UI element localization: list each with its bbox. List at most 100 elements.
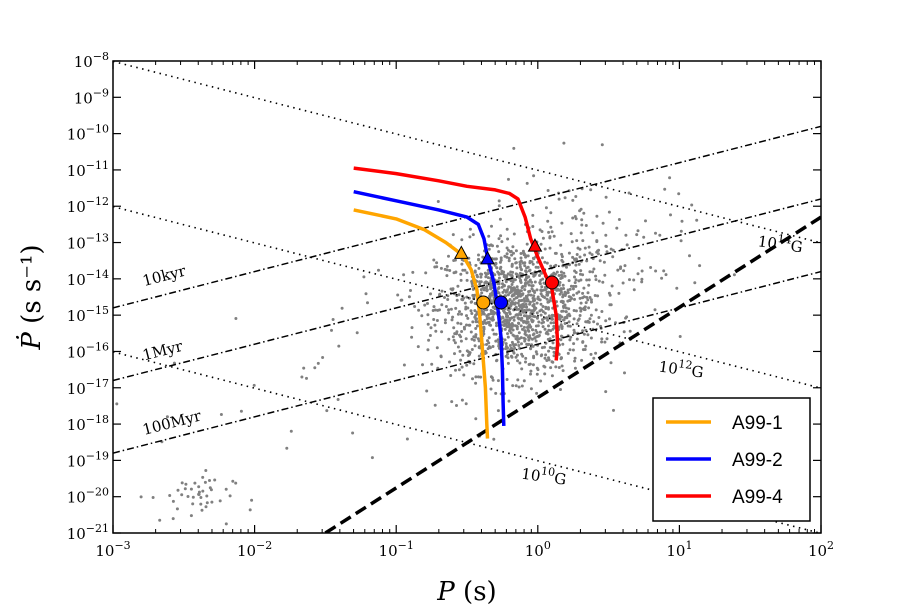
scatter-point — [542, 288, 545, 292]
scatter-point — [549, 211, 553, 215]
scatter-point — [474, 381, 478, 385]
scatter-point — [508, 298, 512, 301]
scatter-point — [458, 310, 461, 314]
scatter-point — [514, 313, 518, 317]
scatter-point — [528, 259, 532, 263]
series-line-A99-1 — [353, 208, 490, 439]
scatter-point — [370, 456, 374, 460]
scatter-point — [624, 233, 628, 237]
scatter-point — [474, 333, 478, 337]
scatter-point — [589, 188, 593, 192]
scatter-point — [622, 330, 626, 334]
scatter-point — [519, 324, 523, 328]
scatter-point — [578, 314, 582, 317]
scatter-point — [465, 271, 469, 275]
scatter-point — [440, 330, 444, 334]
scatter-point — [549, 366, 553, 370]
scatter-point — [435, 261, 439, 265]
plot-frame — [112, 60, 822, 534]
scatter-point — [487, 336, 491, 340]
scatter-point — [527, 293, 531, 297]
y-tick-label: 10−9 — [74, 86, 109, 107]
scatter-point — [501, 290, 505, 294]
scatter-point — [544, 287, 548, 291]
scatter-point — [513, 257, 517, 261]
scatter-point — [517, 385, 521, 389]
scatter-point — [574, 278, 578, 282]
scatter-point — [499, 234, 503, 238]
scatter-point — [574, 263, 578, 267]
scatter-point — [532, 308, 536, 312]
scatter-point — [625, 243, 629, 247]
scatter-point — [579, 309, 583, 313]
scatter-point — [546, 293, 549, 297]
scatter-point — [502, 284, 506, 288]
scatter-point — [514, 384, 518, 388]
field-label-10-base: 10 — [520, 465, 541, 485]
field-label-14-sup: 14 — [777, 232, 793, 247]
scatter-point — [522, 297, 526, 301]
scatter-point — [531, 333, 535, 337]
scatter-point — [557, 274, 561, 277]
scatter-point — [539, 292, 543, 296]
scatter-point — [213, 478, 217, 482]
scatter-point — [486, 276, 490, 280]
scatter-point — [619, 265, 623, 269]
scatter-point — [512, 146, 516, 150]
series-line-A99-4 — [353, 166, 560, 361]
y-tick-label: 10−17 — [67, 377, 109, 398]
scatter-point — [568, 324, 572, 328]
scatter-point — [445, 274, 449, 278]
scatter-point — [545, 359, 549, 362]
scatter-point — [503, 327, 507, 331]
scatter-point — [158, 518, 162, 522]
y-tick-label-base: 10 — [67, 271, 86, 289]
scatter-point — [471, 320, 475, 324]
scatter-point — [435, 265, 439, 269]
scatter-point — [519, 252, 523, 255]
scatter-point — [506, 332, 509, 336]
scatter-point — [529, 387, 533, 391]
scatter-point — [468, 323, 472, 327]
scatter-point — [581, 291, 585, 295]
scatter-point — [355, 331, 359, 335]
scatter-point — [664, 273, 668, 277]
scatter-point — [451, 287, 455, 291]
scatter-point — [628, 278, 631, 282]
scatter-point — [549, 225, 553, 229]
scatter-point — [201, 489, 205, 493]
scatter-point — [531, 213, 535, 217]
scatter-point — [593, 294, 597, 297]
scatter-point — [535, 288, 539, 292]
scatter-point — [300, 375, 304, 379]
scatter-point — [459, 272, 463, 276]
scatter-point — [474, 320, 478, 324]
scatter-point — [522, 325, 526, 329]
scatter-point — [151, 496, 155, 499]
scatter-point — [531, 225, 535, 228]
scatter-point — [470, 282, 474, 286]
scatter-point — [506, 346, 510, 350]
scatter-point — [609, 247, 613, 251]
scatter-point — [527, 283, 531, 287]
age-label-1Myr: 1Myr — [141, 337, 186, 365]
scatter-point — [494, 391, 498, 395]
scatter-point — [538, 330, 542, 334]
scatter-point — [506, 288, 510, 292]
scatter-point — [455, 298, 459, 302]
scatter-point — [455, 404, 458, 407]
scatter-point — [439, 266, 443, 270]
scatter-point — [512, 251, 515, 255]
scatter-point — [601, 221, 605, 225]
scatter-point — [541, 236, 545, 240]
scatter-point — [530, 337, 534, 341]
scatter-point — [522, 379, 526, 383]
scatter-point — [663, 187, 667, 191]
scatter-point — [507, 259, 511, 263]
scatter-point — [505, 246, 509, 250]
scatter-point — [547, 290, 550, 294]
legend-label-A99-4: A99-4 — [732, 487, 783, 508]
scatter-point — [497, 250, 501, 254]
scatter-point — [514, 249, 518, 253]
field-label-12-sup: 12 — [678, 357, 694, 372]
